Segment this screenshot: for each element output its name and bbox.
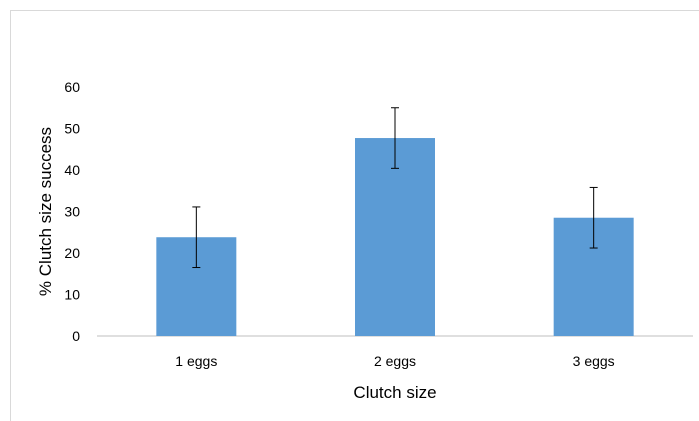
error-bar bbox=[192, 206, 201, 269]
y-tick-labels: 0 10 20 30 40 50 60 bbox=[64, 79, 80, 344]
x-tick-label: 3 eggs bbox=[573, 353, 615, 369]
y-tick-label: 60 bbox=[64, 79, 80, 95]
chart-frame bbox=[10, 10, 699, 421]
y-tick-label: 10 bbox=[64, 287, 80, 303]
error-bar bbox=[589, 186, 598, 249]
y-tick-label: 50 bbox=[64, 121, 80, 137]
x-tick-labels: 1 eggs 2 eggs 3 eggs bbox=[175, 353, 614, 369]
y-tick-label: 20 bbox=[64, 245, 80, 261]
x-tick-label: 2 eggs bbox=[374, 353, 416, 369]
y-axis-title: % Clutch size success bbox=[36, 127, 55, 296]
y-tick-label: 40 bbox=[64, 162, 80, 178]
y-tick-label: 0 bbox=[72, 328, 80, 344]
x-axis-title: Clutch size bbox=[353, 383, 436, 402]
x-tick-label: 1 eggs bbox=[175, 353, 217, 369]
error-bar bbox=[391, 107, 399, 169]
bar bbox=[355, 138, 435, 336]
bars bbox=[156, 138, 634, 336]
y-tick-label: 30 bbox=[64, 204, 80, 220]
error-bars bbox=[192, 107, 598, 269]
